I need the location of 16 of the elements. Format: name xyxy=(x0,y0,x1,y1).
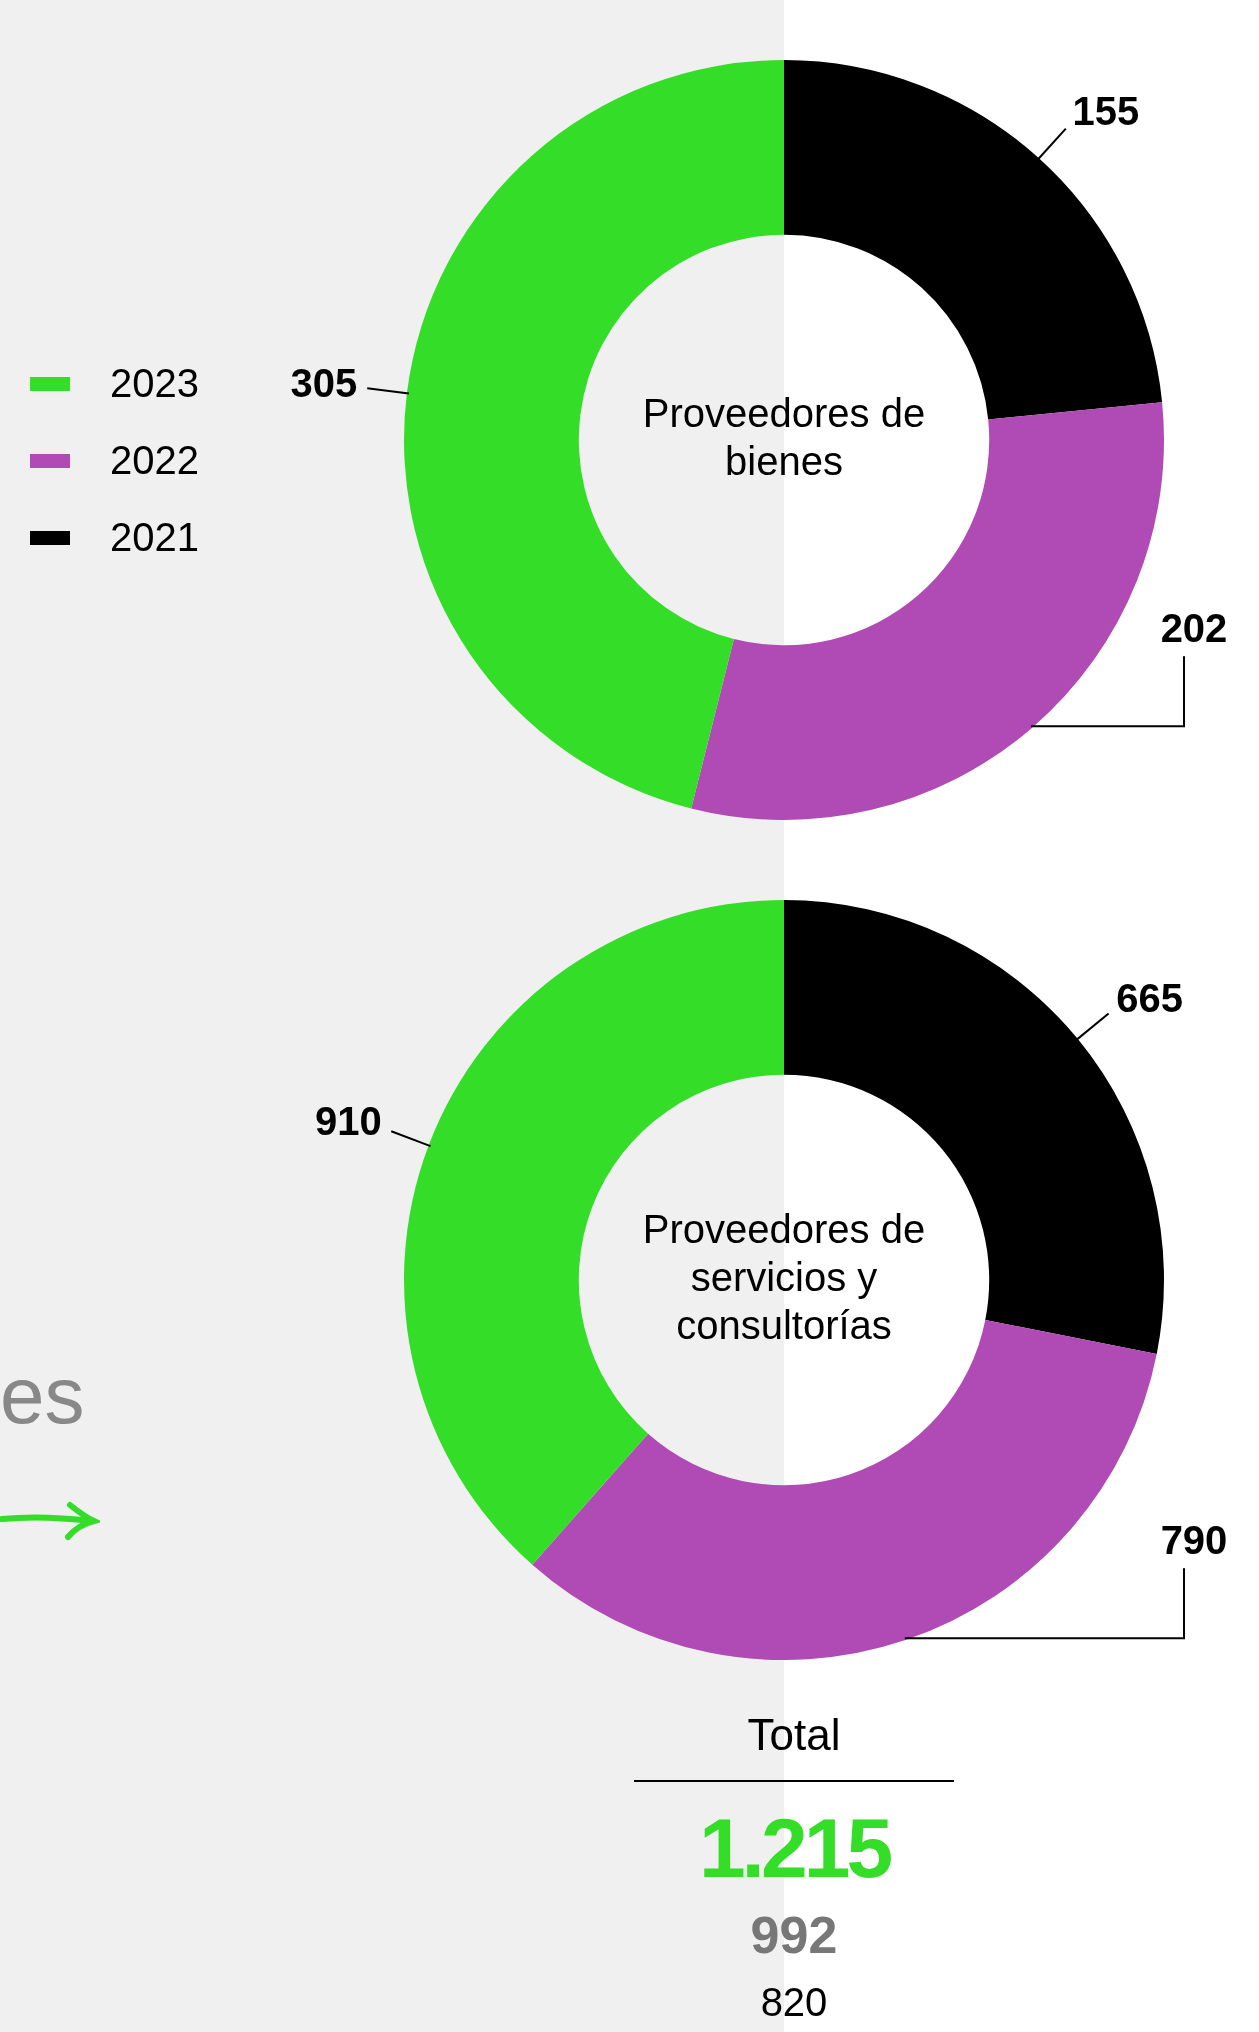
text: es xyxy=(0,1350,85,1442)
text: Proveedores de servicios y consultorías xyxy=(642,1207,926,1348)
data-label: 202 xyxy=(1160,606,1228,651)
legend-label: 2022 xyxy=(110,438,199,483)
text: 820 xyxy=(760,1980,828,2025)
text: Proveedores de bienes xyxy=(642,391,926,484)
data-label: 790 xyxy=(1160,1518,1228,1563)
data-label: 910 xyxy=(315,1099,382,1144)
legend-label: 2023 xyxy=(110,361,199,406)
legend-label: 2021 xyxy=(110,515,199,560)
data-label: 665 xyxy=(1116,975,1184,1020)
data-label: 155 xyxy=(1072,88,1140,133)
text: Total xyxy=(747,1710,841,1760)
text: 1.215 xyxy=(698,1800,890,1897)
data-label: 305 xyxy=(290,360,358,405)
text: 992 xyxy=(750,1905,838,1965)
